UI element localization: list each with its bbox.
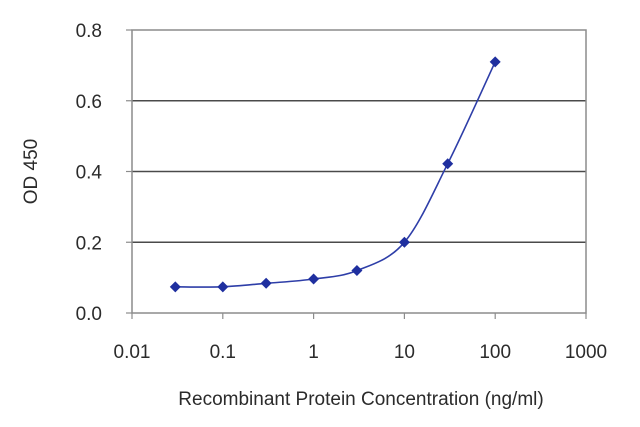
data-points [169,56,501,293]
y-axis-label: OD 450 [21,139,42,204]
x-tick-label: 0.01 [114,342,151,363]
data-point [398,236,410,248]
y-tick-label: 0.8 [76,21,102,42]
data-point [169,281,181,293]
x-tick-label: 100 [479,342,511,363]
x-tick-label: 1 [308,342,319,363]
y-axis-ticks: 0.0 0.2 0.4 0.6 0.8 [76,21,132,325]
x-axis-ticks: 0.01 0.1 1 10 100 1000 [114,313,607,363]
data-point [442,158,454,170]
y-tick-label: 0.6 [76,92,102,113]
data-point [308,273,320,285]
x-axis-label: Recombinant Protein Concentration (ng/ml… [178,389,543,410]
data-point [489,56,501,68]
data-point [351,265,363,277]
y-tick-label: 0.4 [76,163,103,184]
x-tick-label: 10 [394,342,415,363]
x-tick-label: 1000 [565,342,607,363]
y-tick-label: 0.0 [76,304,102,325]
series-line [175,61,496,288]
data-point [217,281,229,293]
gridlines [132,99,586,244]
x-tick-label: 0.1 [210,342,236,363]
y-tick-label: 0.2 [76,233,102,254]
data-point [260,277,272,289]
